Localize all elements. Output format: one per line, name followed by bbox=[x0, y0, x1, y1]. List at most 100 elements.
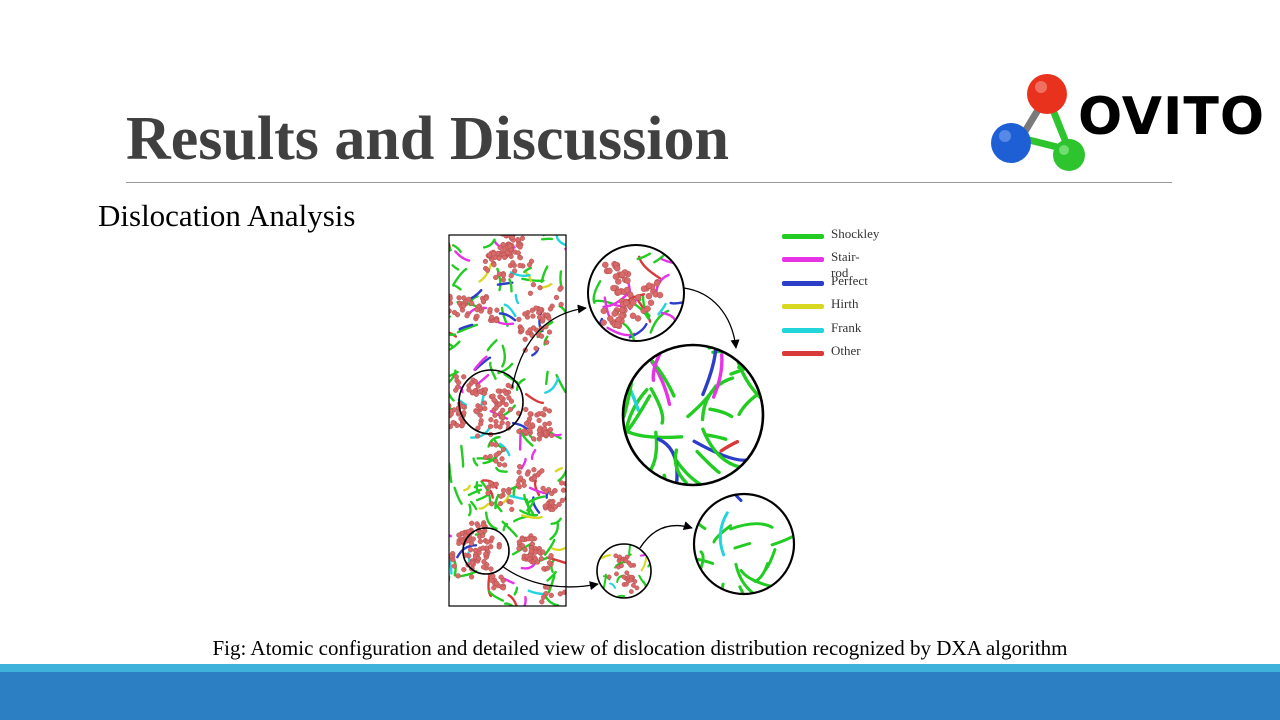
atom bbox=[610, 284, 617, 292]
atom bbox=[516, 539, 522, 545]
dislocation-line bbox=[628, 544, 632, 556]
dislocation-line bbox=[669, 301, 684, 305]
atom bbox=[621, 574, 627, 580]
atom bbox=[460, 404, 466, 410]
dislocation-line bbox=[472, 457, 479, 467]
atom bbox=[559, 497, 565, 504]
atom bbox=[600, 319, 607, 326]
atom bbox=[485, 490, 491, 496]
atom bbox=[472, 547, 479, 554]
atom bbox=[505, 421, 511, 427]
atom bbox=[475, 556, 482, 562]
atom bbox=[461, 567, 467, 573]
dislocation-line bbox=[540, 265, 549, 283]
dislocation-line bbox=[449, 343, 454, 348]
atom bbox=[482, 454, 489, 460]
dislocation-line bbox=[657, 302, 667, 316]
atom bbox=[498, 493, 504, 499]
dislocation-line bbox=[673, 448, 688, 485]
atom bbox=[538, 333, 545, 339]
atom bbox=[455, 573, 461, 579]
atom bbox=[501, 254, 508, 261]
dislocation-line bbox=[509, 271, 531, 277]
dislocation-line bbox=[597, 544, 601, 551]
atom bbox=[611, 310, 618, 317]
atom bbox=[493, 442, 499, 448]
dislocation-line bbox=[733, 542, 752, 550]
dislocation-line bbox=[486, 339, 498, 352]
atom bbox=[628, 577, 634, 583]
atom bbox=[533, 345, 539, 352]
atom bbox=[507, 243, 513, 249]
atom bbox=[634, 294, 642, 301]
atom bbox=[540, 485, 546, 492]
dislocation-line bbox=[458, 323, 474, 331]
dislocation-line bbox=[623, 357, 650, 365]
atomic-configuration-box bbox=[449, 235, 566, 606]
atom bbox=[552, 504, 559, 510]
dislocation-line bbox=[694, 574, 699, 587]
title-divider bbox=[126, 182, 1172, 183]
dislocation-line bbox=[468, 503, 472, 517]
atom bbox=[497, 424, 503, 430]
atom bbox=[503, 390, 509, 397]
dislocation-line bbox=[475, 481, 481, 494]
atom bbox=[623, 286, 631, 294]
atom bbox=[449, 305, 450, 308]
atom bbox=[501, 462, 508, 468]
dislocation-line bbox=[640, 555, 648, 572]
dislocation-line bbox=[470, 500, 478, 511]
dislocation-line bbox=[555, 235, 566, 247]
atom bbox=[540, 549, 546, 555]
atom bbox=[640, 285, 648, 292]
dislocation-line bbox=[452, 244, 462, 253]
dislocation-line bbox=[503, 303, 517, 318]
atom bbox=[544, 565, 551, 571]
atom bbox=[493, 452, 499, 458]
atom bbox=[475, 383, 481, 389]
dislocation-line bbox=[674, 458, 725, 485]
dislocation-line bbox=[708, 407, 734, 419]
dislocation-line bbox=[592, 280, 602, 304]
dislocation-line bbox=[509, 494, 525, 501]
atom bbox=[534, 559, 541, 565]
atom bbox=[531, 436, 537, 442]
atom bbox=[491, 251, 497, 257]
atom bbox=[557, 286, 563, 292]
atom bbox=[488, 480, 494, 486]
dislocation-line bbox=[520, 562, 537, 570]
atom bbox=[506, 489, 512, 496]
ovito-logo-text: OVITO bbox=[1078, 87, 1266, 147]
atom bbox=[622, 299, 630, 307]
atom bbox=[454, 422, 460, 429]
atom bbox=[456, 540, 462, 547]
atom bbox=[517, 262, 523, 269]
atom bbox=[618, 271, 626, 278]
atom bbox=[544, 312, 551, 318]
atom bbox=[464, 313, 470, 319]
dislocation-line bbox=[508, 278, 513, 293]
dislocation-line bbox=[677, 245, 684, 253]
legend-label: Frank bbox=[831, 319, 862, 335]
atom bbox=[473, 409, 480, 415]
dislocation-line bbox=[711, 353, 724, 399]
dislocation-line bbox=[473, 484, 483, 489]
dislocation-line bbox=[494, 493, 500, 510]
atom bbox=[647, 299, 655, 307]
dislocation-line bbox=[736, 359, 763, 412]
dislocation-line bbox=[454, 250, 471, 262]
dislocation-line bbox=[520, 514, 543, 520]
atom bbox=[475, 433, 481, 439]
atom bbox=[484, 267, 491, 273]
dislocation-line bbox=[542, 235, 545, 237]
atom bbox=[515, 237, 521, 243]
dislocation-line bbox=[488, 590, 504, 602]
atom bbox=[477, 404, 483, 410]
dislocation-line bbox=[547, 574, 556, 594]
atom bbox=[499, 420, 505, 426]
dislocation-line bbox=[656, 437, 679, 485]
atom bbox=[482, 387, 489, 393]
atom bbox=[522, 311, 528, 317]
dislocation-line bbox=[649, 387, 665, 425]
atom bbox=[489, 314, 495, 320]
